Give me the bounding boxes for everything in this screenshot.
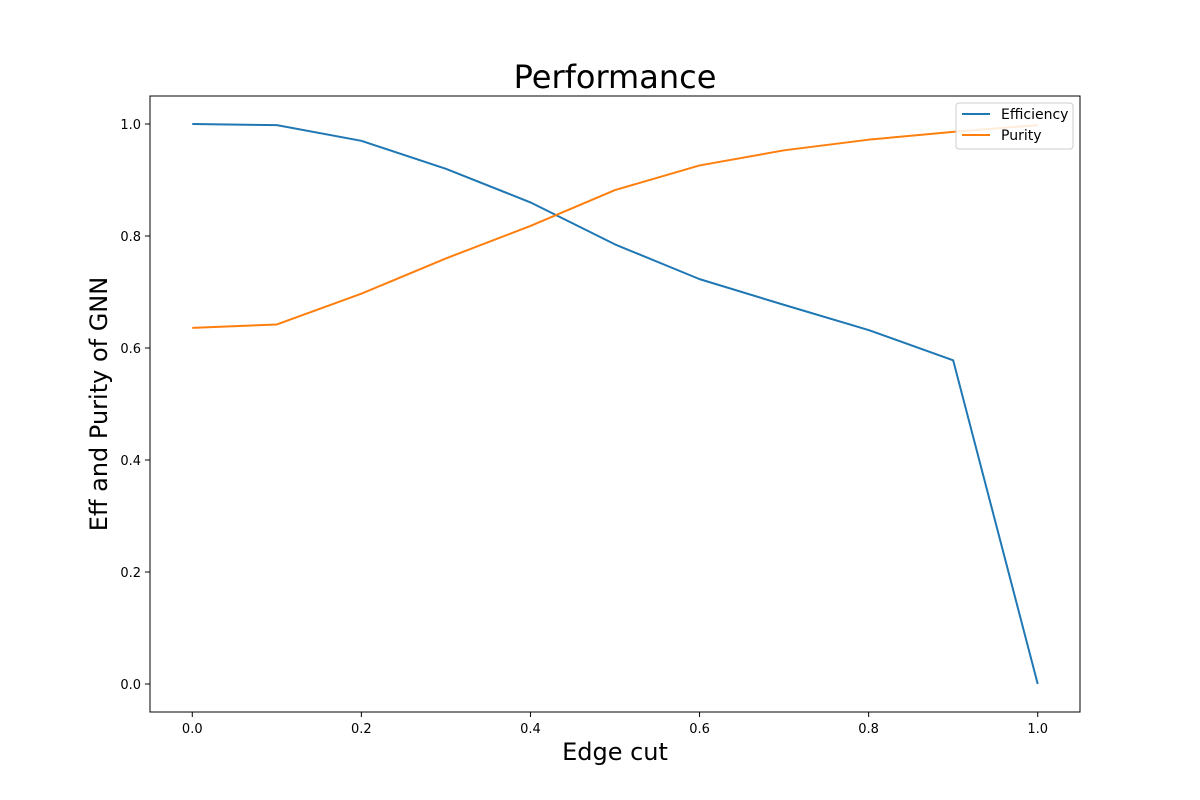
legend-label: Purity xyxy=(1001,128,1042,144)
x-tick-label: 0.0 xyxy=(182,722,203,737)
y-tick-label: 0.4 xyxy=(120,454,141,469)
legend: Efficiency Purity xyxy=(955,102,1074,150)
y-tick-label: 0.8 xyxy=(120,230,141,245)
x-tick-label: 0.8 xyxy=(858,722,879,737)
y-tick-label: 0.0 xyxy=(120,678,141,693)
chart-title: Performance xyxy=(514,58,717,96)
series-line-purity xyxy=(192,124,1038,329)
x-axis-title: Edge cut xyxy=(562,738,668,766)
plot-area: 0.0 0.2 0.4 0.6 0.8 1.0 0.0 0.2 0.4 0.6 0.8 1.0 xyxy=(120,95,1081,737)
legend-label: Efficiency xyxy=(1001,107,1068,123)
x-tick-label: 0.4 xyxy=(520,722,541,737)
series-line-efficiency xyxy=(192,123,1039,685)
axes-frame xyxy=(149,95,1081,713)
y-tick-label: 0.6 xyxy=(120,342,141,357)
y-tick-label: 0.2 xyxy=(120,566,141,581)
x-tick-label: 1.0 xyxy=(1027,722,1048,737)
x-tick-label: 0.2 xyxy=(351,722,372,737)
y-tick-label: 1.0 xyxy=(120,118,141,133)
y-axis-title: Eff and Purity of GNN xyxy=(85,277,113,531)
x-tick-label: 0.6 xyxy=(689,722,710,737)
